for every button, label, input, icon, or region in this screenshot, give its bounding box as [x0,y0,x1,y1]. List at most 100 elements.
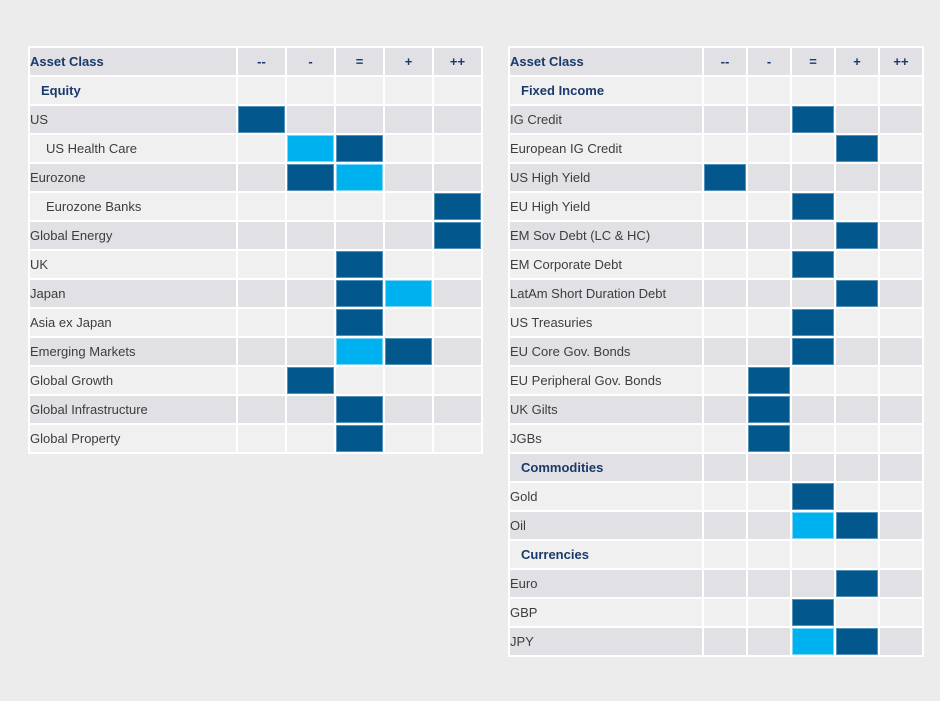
row-label: US High Yield [510,164,702,191]
rating-column-header: - [748,48,790,75]
current-position-cell [792,106,834,133]
current-position-cell [287,367,334,394]
rating-cell [238,135,285,162]
rating-cell [748,77,790,104]
row-label: Currencies [510,541,702,568]
rating-column-header: -- [238,48,285,75]
current-position-cell [836,512,878,539]
asset-row: US Health Care [30,135,481,162]
rating-cell [748,164,790,191]
asset-row: US [30,106,481,133]
rating-cell [792,570,834,597]
asset-class-header: Asset Class [510,48,702,75]
row-label: Oil [510,512,702,539]
current-position-cell [836,628,878,655]
rating-cell [880,193,922,220]
rating-cell [748,338,790,365]
rating-cell [434,106,481,133]
previous-position-cell [336,338,383,365]
header-row: Asset Class -- - = + ++ [510,48,922,75]
row-label: US Health Care [30,135,236,162]
rating-cell [880,483,922,510]
row-label: Eurozone [30,164,236,191]
current-position-cell [836,280,878,307]
current-position-cell [792,338,834,365]
rating-cell [704,338,746,365]
rating-cell [385,251,432,278]
row-label: EU High Yield [510,193,702,220]
rating-cell [336,193,383,220]
rating-cell [792,541,834,568]
rating-cell [704,541,746,568]
rating-cell [880,570,922,597]
asset-class-header: Asset Class [30,48,236,75]
rating-cell [434,338,481,365]
row-label: EM Sov Debt (LC & HC) [510,222,702,249]
previous-position-cell [287,135,334,162]
row-label: Global Infrastructure [30,396,236,423]
current-position-cell [336,396,383,423]
rating-cell [238,309,285,336]
rating-cell [434,367,481,394]
rating-cell [704,193,746,220]
row-label: Global Energy [30,222,236,249]
row-label: US Treasuries [510,309,702,336]
rating-cell [836,483,878,510]
rating-cell [880,309,922,336]
rating-cell [704,222,746,249]
row-label: Euro [510,570,702,597]
asset-row: Gold [510,483,922,510]
rating-cell [880,367,922,394]
rating-cell [880,338,922,365]
rating-cell [880,77,922,104]
rating-cell [385,425,432,452]
rating-column-header: - [287,48,334,75]
rating-cell [434,135,481,162]
rating-cell [287,425,334,452]
rating-cell [748,512,790,539]
rating-cell [704,454,746,481]
rating-cell [880,251,922,278]
rating-cell [880,396,922,423]
rating-column-header: + [836,48,878,75]
current-position-cell [434,193,481,220]
row-label: UK Gilts [510,396,702,423]
rating-cell [704,512,746,539]
rating-cell [434,164,481,191]
rating-cell [880,628,922,655]
rating-cell [880,541,922,568]
rating-cell [238,251,285,278]
row-label: Eurozone Banks [30,193,236,220]
section-row: Equity [30,77,481,104]
rating-cell [238,164,285,191]
rating-cell [238,367,285,394]
rating-cell [238,425,285,452]
current-position-cell [836,135,878,162]
rating-cell [748,483,790,510]
asset-row: Global Growth [30,367,481,394]
rating-cell [836,425,878,452]
rating-cell [287,280,334,307]
asset-row: European IG Credit [510,135,922,162]
previous-position-cell [385,280,432,307]
asset-row: Japan [30,280,481,307]
rating-cell [880,135,922,162]
rating-cell [792,222,834,249]
rating-cell [287,106,334,133]
row-label: Japan [30,280,236,307]
rating-cell [704,570,746,597]
row-label: Fixed Income [510,77,702,104]
rating-cell [287,193,334,220]
rating-column-header: = [792,48,834,75]
current-position-cell [792,599,834,626]
rating-cell [792,454,834,481]
rating-cell [287,77,334,104]
asset-row: LatAm Short Duration Debt [510,280,922,307]
rating-cell [336,367,383,394]
rating-cell [336,222,383,249]
rating-cell [434,77,481,104]
rating-cell [704,309,746,336]
asset-row: Global Infrastructure [30,396,481,423]
rating-cell [336,77,383,104]
rating-cell [434,280,481,307]
